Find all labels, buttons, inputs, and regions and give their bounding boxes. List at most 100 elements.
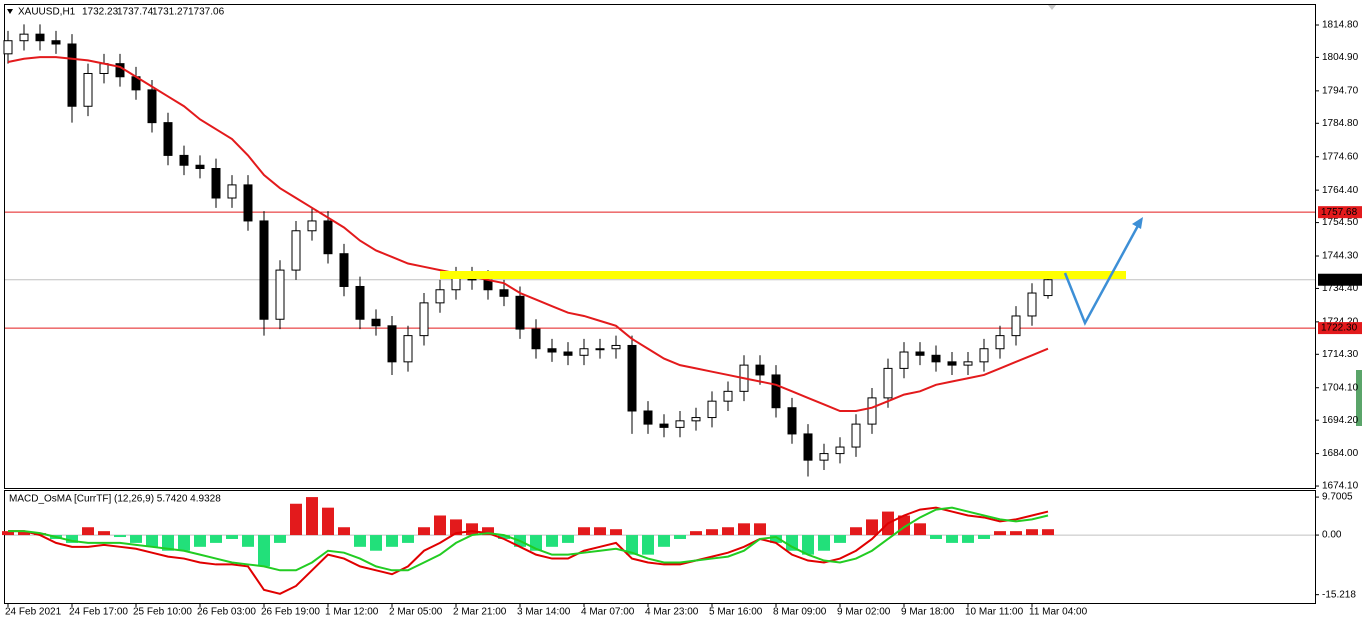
histogram-bar bbox=[770, 535, 782, 543]
price-label: 1757.68 bbox=[1321, 207, 1358, 218]
menu-arrow[interactable] bbox=[7, 9, 13, 14]
histogram-bar bbox=[82, 527, 94, 536]
scroll-handle[interactable] bbox=[1356, 370, 1362, 426]
candle-body bbox=[259, 220, 269, 320]
candle-body bbox=[1027, 292, 1037, 317]
candle-body bbox=[179, 154, 189, 166]
candle-body bbox=[627, 344, 637, 412]
histogram-bar bbox=[562, 535, 574, 543]
histogram-bar bbox=[994, 531, 1006, 536]
candle-body bbox=[979, 348, 989, 363]
candle-body bbox=[275, 269, 285, 320]
histogram-bar bbox=[674, 535, 686, 539]
candle-body bbox=[883, 367, 893, 399]
x-tick-label: 3 Mar 14:00 bbox=[517, 607, 571, 618]
y-tick-label: 1784.80 bbox=[1322, 118, 1359, 129]
histogram-bar bbox=[66, 535, 78, 543]
histogram-bar bbox=[1010, 531, 1022, 536]
x-tick-label: 1 Mar 12:00 bbox=[325, 607, 379, 618]
histogram-bar bbox=[338, 527, 350, 536]
candle-body bbox=[579, 348, 589, 356]
histogram-bar bbox=[194, 535, 206, 547]
histogram-bar bbox=[642, 535, 654, 555]
histogram-bar bbox=[1026, 529, 1038, 536]
histogram-bar bbox=[722, 527, 734, 536]
candle-body bbox=[691, 417, 701, 422]
x-tick-label: 24 Feb 2021 bbox=[5, 607, 62, 618]
arrow-head bbox=[1132, 217, 1143, 229]
histogram-bar bbox=[98, 531, 110, 536]
x-tick-label: 10 Mar 11:00 bbox=[965, 607, 1024, 618]
candle-body bbox=[307, 220, 317, 232]
candle-body bbox=[867, 397, 877, 425]
histogram-bar bbox=[978, 535, 990, 539]
candle-body bbox=[323, 220, 333, 255]
x-tick-label: 5 Mar 16:00 bbox=[709, 607, 763, 618]
candle-body bbox=[675, 420, 685, 428]
histogram-bar bbox=[754, 523, 766, 536]
candle-body bbox=[819, 453, 829, 461]
histogram-bar bbox=[210, 535, 222, 543]
candle-body bbox=[931, 354, 941, 363]
indicator-y-tick-label: 0.00 bbox=[1322, 530, 1342, 541]
histogram-bar bbox=[322, 507, 334, 536]
histogram-bar bbox=[242, 535, 254, 547]
histogram-bar bbox=[914, 523, 926, 536]
histogram-bar bbox=[786, 535, 798, 551]
indicator-title: MACD_OsMA [CurrTF] (12,26,9) 5.7420 4.93… bbox=[9, 494, 221, 505]
y-tick-label: 1744.30 bbox=[1322, 251, 1359, 262]
y-tick-label: 1734.40 bbox=[1322, 283, 1359, 294]
candle-body bbox=[51, 40, 61, 45]
header-close: 1737.06 bbox=[188, 7, 225, 18]
candle-body bbox=[83, 72, 93, 107]
candle-body bbox=[771, 374, 781, 409]
histogram-bar bbox=[226, 535, 238, 539]
histogram-bar bbox=[2, 531, 14, 536]
macd-line bbox=[8, 506, 1049, 595]
x-tick-label: 11 Mar 04:00 bbox=[1029, 607, 1088, 618]
y-tick-label: 1694.20 bbox=[1322, 415, 1359, 426]
x-tick-label: 9 Mar 02:00 bbox=[837, 607, 891, 618]
histogram-bar bbox=[258, 535, 270, 567]
candle-body bbox=[595, 348, 605, 351]
histogram-bar bbox=[306, 497, 318, 536]
histogram-bar bbox=[546, 535, 558, 547]
candle-body bbox=[531, 328, 541, 350]
histogram-bar bbox=[466, 523, 478, 536]
y-tick-label: 1814.80 bbox=[1322, 20, 1359, 31]
candle-body bbox=[611, 344, 621, 350]
x-tick-label: 4 Mar 07:00 bbox=[581, 607, 635, 618]
candle-body bbox=[1043, 279, 1053, 297]
candle-body bbox=[755, 364, 765, 376]
histogram-bar bbox=[578, 527, 590, 536]
candle-body bbox=[963, 361, 973, 366]
x-tick-label: 26 Feb 03:00 bbox=[197, 607, 256, 618]
y-tick-label: 1804.90 bbox=[1322, 52, 1359, 63]
histogram-bar bbox=[658, 535, 670, 547]
histogram-bar bbox=[802, 535, 814, 555]
candle-body bbox=[163, 122, 173, 156]
candle-body bbox=[67, 43, 77, 107]
histogram-bar bbox=[386, 535, 398, 547]
candle-body bbox=[403, 335, 413, 363]
price-label: 1722.30 bbox=[1321, 323, 1358, 334]
indicator-panel bbox=[4, 490, 1316, 604]
candle-body bbox=[419, 302, 429, 337]
histogram-bar bbox=[834, 535, 846, 543]
candle-body bbox=[387, 325, 397, 363]
x-tick-label: 9 Mar 18:00 bbox=[901, 607, 955, 618]
chart-title: XAUUSD,H1 bbox=[18, 7, 76, 18]
candle-body bbox=[211, 168, 221, 199]
shift-marker bbox=[1048, 5, 1056, 10]
candle-body bbox=[547, 348, 557, 353]
y-tick-label: 1754.50 bbox=[1322, 217, 1359, 228]
histogram-bar bbox=[1042, 529, 1054, 536]
candle-body bbox=[787, 407, 797, 435]
histogram-bar bbox=[434, 515, 446, 536]
histogram-bar bbox=[946, 535, 958, 543]
histogram-bar bbox=[738, 523, 750, 536]
y-tick-label: 1764.40 bbox=[1322, 185, 1359, 196]
candle-body bbox=[147, 89, 157, 124]
histogram-bar bbox=[610, 529, 622, 536]
